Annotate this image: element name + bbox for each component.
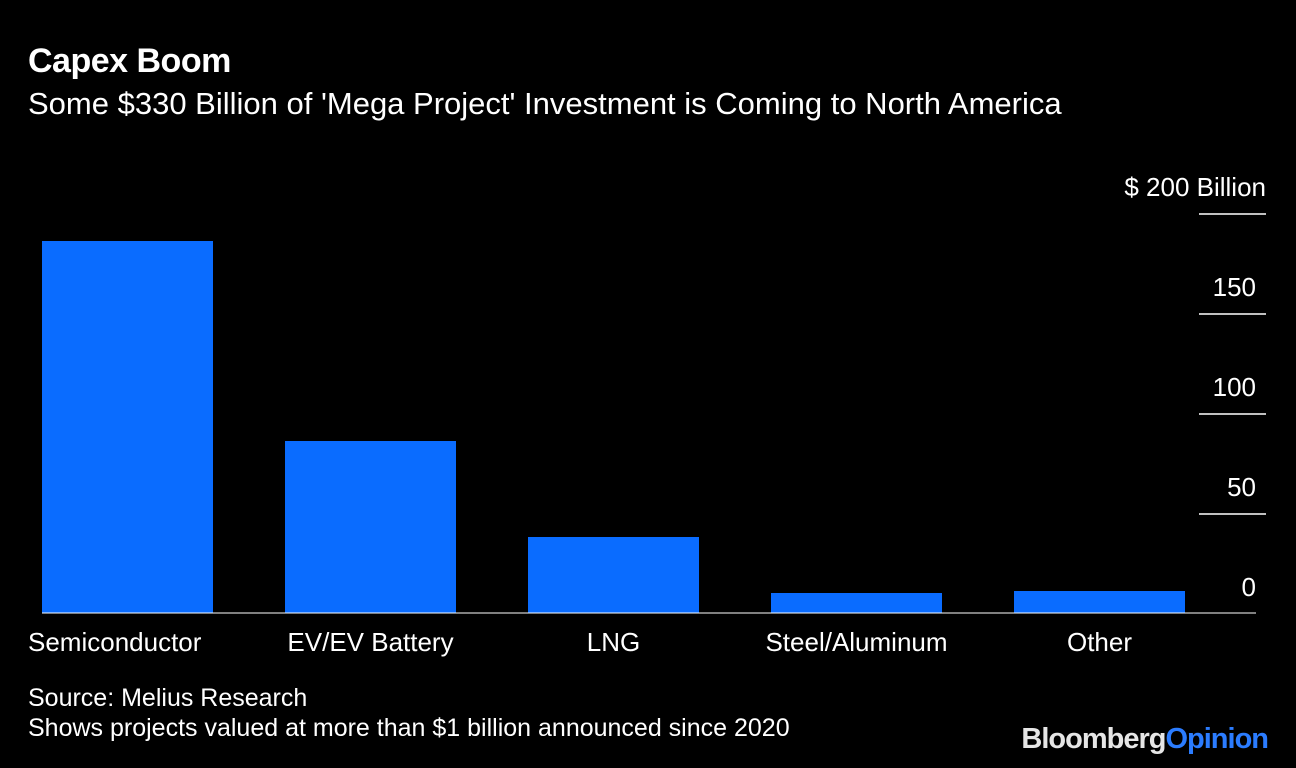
footnote: Shows projects valued at more than $1 bi… bbox=[28, 714, 790, 742]
x-tick-label: EV/EV Battery bbox=[287, 627, 453, 657]
bar-lng bbox=[528, 537, 699, 613]
bar-steel-aluminum bbox=[771, 593, 942, 613]
bar-semiconductor bbox=[42, 241, 213, 613]
y-tick-label: 0 bbox=[1242, 572, 1256, 602]
source-note: Source: Melius Research bbox=[28, 684, 308, 712]
logo-opinion-text: Opinion bbox=[1165, 723, 1269, 755]
y-tick-label: 100 bbox=[1213, 372, 1256, 402]
logo-bloomberg-text: Bloomberg bbox=[1021, 723, 1166, 755]
bar-ev-ev-battery bbox=[285, 441, 456, 613]
chart-title: Capex Boom bbox=[28, 42, 231, 80]
y-tick-label: $ 200 Billion bbox=[1124, 172, 1266, 202]
x-tick-label: Other bbox=[1067, 627, 1132, 657]
bar-other bbox=[1014, 591, 1185, 613]
x-tick-label: Semiconductor bbox=[28, 627, 202, 657]
bloomberg-opinion-logo: BloombergOpinion bbox=[1021, 723, 1269, 756]
x-tick-label: Steel/Aluminum bbox=[765, 627, 947, 657]
y-tick-label: 50 bbox=[1227, 472, 1256, 502]
chart-subtitle: Some $330 Billion of 'Mega Project' Inve… bbox=[28, 86, 1062, 121]
x-tick-label: LNG bbox=[587, 627, 640, 657]
y-tick-label: 150 bbox=[1213, 272, 1256, 302]
